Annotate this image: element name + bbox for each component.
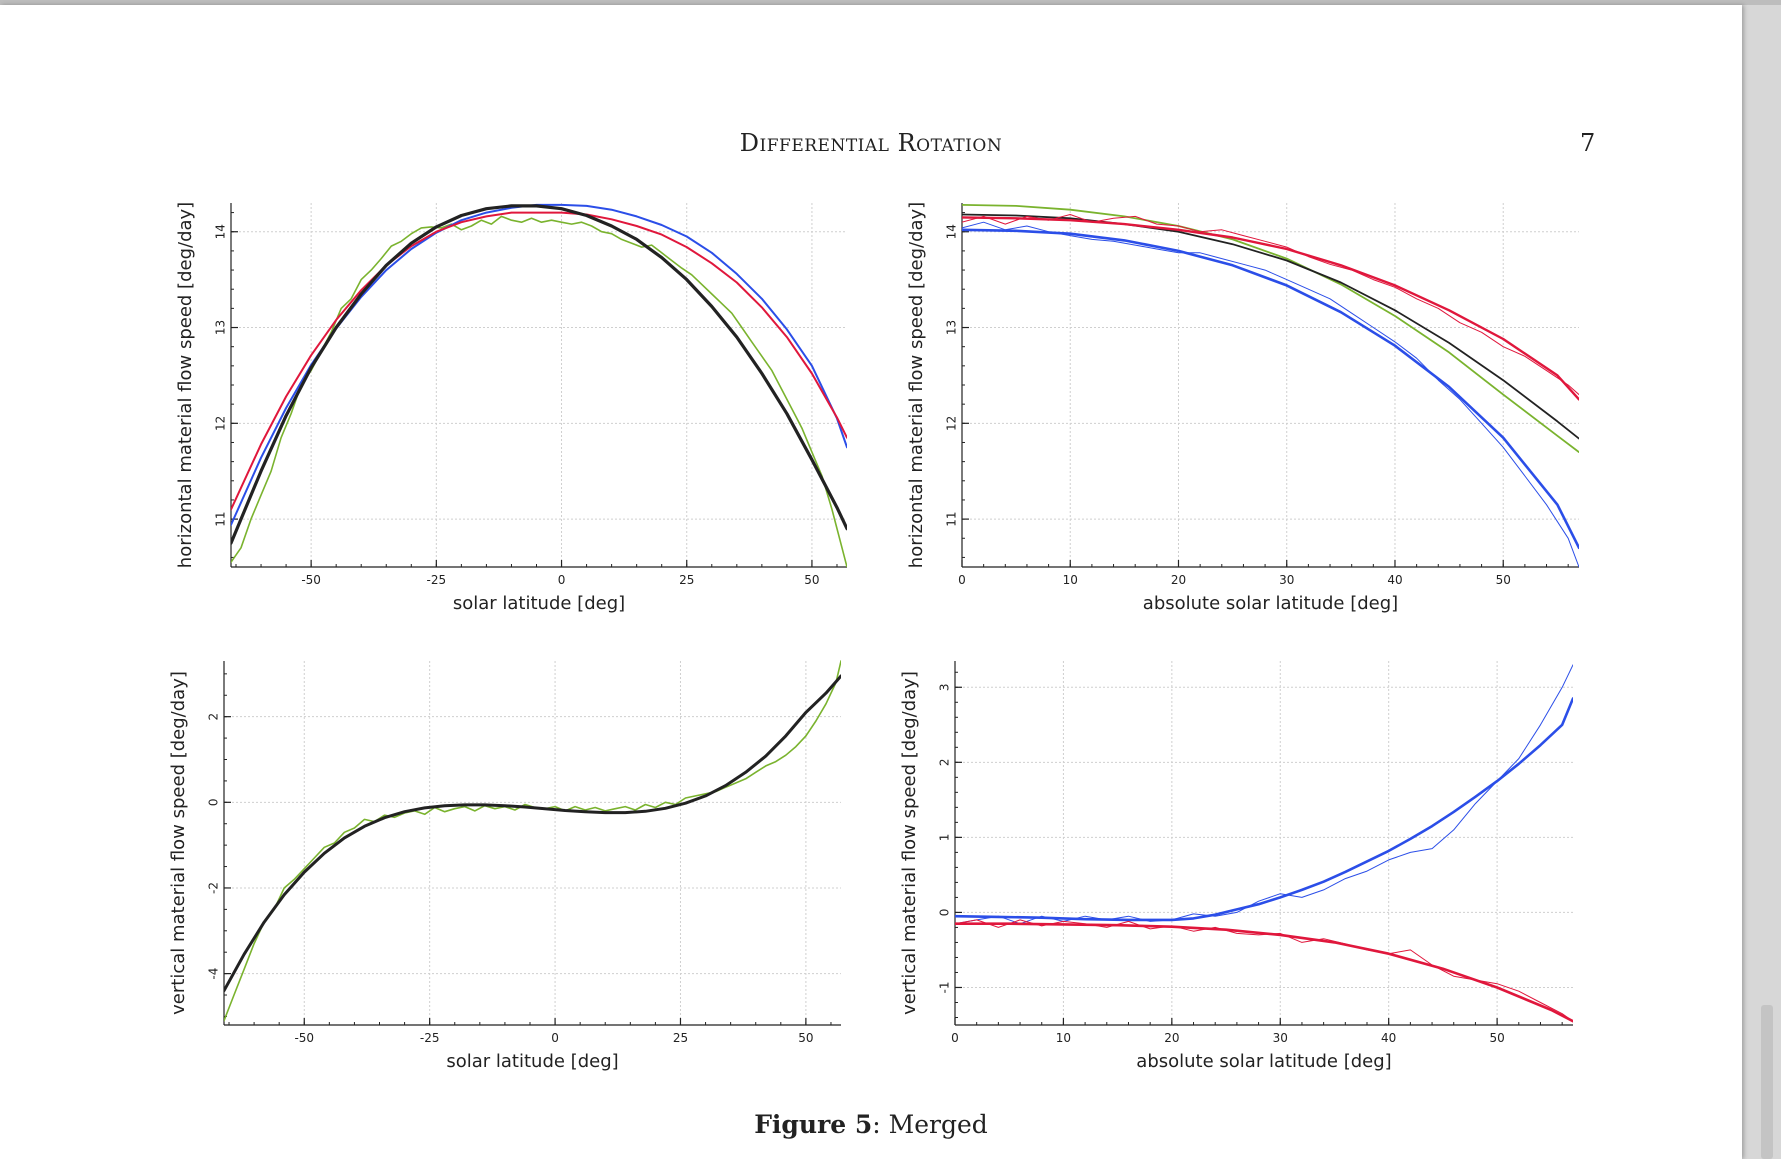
running-header: Differential Rotation	[739, 129, 1003, 157]
y-tick-label: 12	[214, 416, 228, 431]
x-axis-label: solar latitude [deg]	[446, 1051, 618, 1072]
x-tick-label: 50	[1496, 573, 1511, 587]
x-tick-label: 40	[1387, 573, 1402, 587]
caption-label: Figure 5	[754, 1110, 873, 1139]
series-line-3	[962, 216, 1579, 401]
x-tick-label: 25	[673, 1031, 688, 1045]
x-tick-label: 0	[951, 1031, 959, 1045]
chart-horizontal-signed: -50 -25 0 25 50 11 12 13 14 solar latitude [deg] h…	[175, 202, 847, 614]
y-tick-label: 0	[938, 909, 952, 917]
caption-separator: :	[872, 1110, 889, 1139]
x-tick-label: 10	[1063, 573, 1078, 587]
x-tick-label: 50	[804, 573, 819, 587]
minor-ticks	[224, 673, 832, 1025]
series-line-2	[955, 919, 1573, 1022]
x-axis-label: absolute solar latitude [deg]	[1136, 1051, 1391, 1072]
x-tick-label: 0	[551, 1031, 559, 1045]
page-number: 7	[1580, 129, 1596, 157]
y-tick-label: -2	[207, 882, 221, 894]
x-tick-label: 0	[558, 573, 566, 587]
y-tick-label: -4	[207, 968, 221, 980]
series-line-0	[962, 203, 1579, 454]
x-tick-label: 20	[1171, 573, 1186, 587]
series-group	[962, 203, 1579, 567]
x-tick-label: 50	[1489, 1031, 1504, 1045]
series-line-3	[231, 204, 847, 545]
grid	[224, 661, 841, 1025]
x-tick-label: 20	[1164, 1031, 1179, 1045]
x-tick-label: 10	[1056, 1031, 1071, 1045]
series-line-3	[955, 922, 1573, 1023]
document-page: Differential Rotation 7 -50 -25 0 25 50 11 12 1…	[0, 5, 1742, 1159]
y-tick-label: 2	[207, 713, 221, 721]
series-line-1	[224, 674, 841, 993]
series-line-1	[955, 697, 1573, 922]
y-tick-label: 12	[945, 416, 959, 431]
series-group	[231, 203, 847, 567]
grid	[961, 203, 1579, 567]
minor-ticks	[231, 212, 838, 567]
y-tick-label: 11	[945, 511, 959, 526]
caption-text: Merged	[888, 1110, 988, 1139]
x-axis-label: solar latitude [deg]	[453, 593, 625, 614]
y-tick-label: 0	[207, 798, 221, 806]
y-tick-label: 11	[214, 511, 228, 526]
y-axis-label: vertical material flow speed [deg/day]	[899, 671, 920, 1015]
y-tick-label: -1	[938, 981, 952, 993]
y-axis-label: horizontal material flow speed [deg/day]	[175, 202, 196, 568]
series-line-1	[962, 213, 1579, 440]
x-tick-label: -25	[420, 1031, 440, 1045]
series-line-2	[962, 214, 1579, 396]
series-line-0	[955, 664, 1573, 925]
minor-ticks	[961, 212, 1569, 567]
x-tick-label: 25	[679, 573, 694, 587]
y-tick-label: 2	[938, 758, 952, 766]
series-line-4	[962, 221, 1579, 567]
y-tick-label: 14	[214, 224, 228, 239]
x-tick-label: 30	[1273, 1031, 1288, 1045]
y-tick-label: 13	[214, 320, 228, 335]
series-line-5	[962, 228, 1579, 550]
series-group	[955, 664, 1573, 1023]
y-tick-label: 14	[945, 224, 959, 239]
y-tick-label: 1	[938, 834, 952, 842]
figure-caption: Figure 5: Merged	[0, 1110, 1742, 1139]
x-tick-label: 40	[1381, 1031, 1396, 1045]
x-tick-label: -50	[301, 573, 321, 587]
y-axis-label: horizontal material flow speed [deg/day]	[906, 202, 927, 568]
grid	[954, 661, 1573, 1025]
x-tick-label: 30	[1279, 573, 1294, 587]
series-line-0	[231, 215, 847, 567]
scrollbar-thumb[interactable]	[1761, 1005, 1773, 1159]
grid	[231, 203, 847, 567]
y-tick-label: 3	[938, 683, 952, 691]
y-tick-label: 13	[945, 320, 959, 335]
x-tick-label: 0	[958, 573, 966, 587]
series-group	[224, 660, 841, 1022]
series-line-2	[231, 211, 847, 511]
x-tick-label: -50	[294, 1031, 314, 1045]
y-axis-label: vertical material flow speed [deg/day]	[168, 671, 189, 1015]
chart-vertical-signed: -50 -25 0 25 50 -4 -2 0 2 solar latitude [deg] ver…	[168, 660, 841, 1072]
x-tick-label: 50	[798, 1031, 813, 1045]
x-axis-label: absolute solar latitude [deg]	[1143, 593, 1398, 614]
chart-vertical-absolute: 0 10 20 30 40 50 -1 0 1 2 3 absolute solar latitude…	[899, 661, 1573, 1072]
chart-horizontal-absolute: 0 10 20 30 40 50 11 12 13 14 absolute solar latitu…	[906, 202, 1579, 614]
x-tick-label: -25	[427, 573, 447, 587]
series-line-0	[224, 660, 841, 1022]
minor-ticks	[954, 671, 1563, 1025]
window-top-bar	[0, 0, 1781, 5]
